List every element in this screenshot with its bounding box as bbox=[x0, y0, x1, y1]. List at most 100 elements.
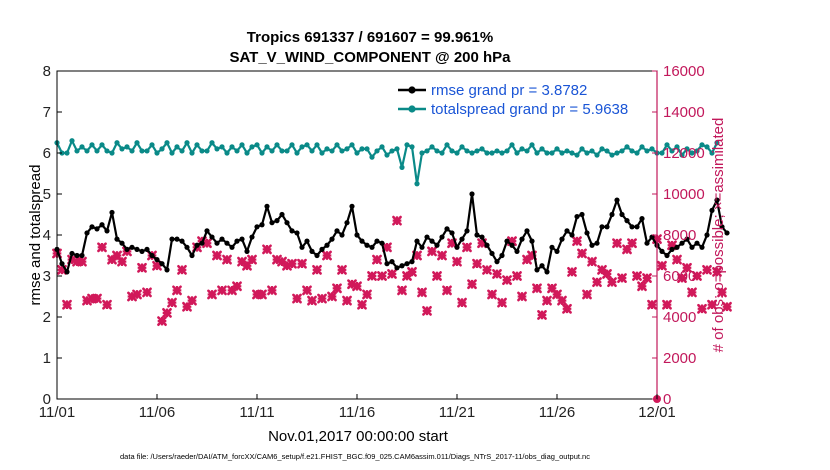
rmse-series-point bbox=[169, 236, 175, 242]
obs-count-marker bbox=[602, 269, 612, 279]
totalspread-series-point bbox=[594, 152, 600, 158]
rmse-series-point bbox=[264, 203, 270, 209]
totalspread-series-point bbox=[174, 144, 180, 150]
rmse-series-point bbox=[604, 224, 610, 230]
obs-count-marker bbox=[117, 256, 127, 267]
legend-totalspread-label: totalspread grand pr = 5.9638 bbox=[431, 101, 628, 118]
rmse-series-point bbox=[139, 248, 145, 254]
totalspread-series-point bbox=[629, 148, 635, 154]
rmse-series-point bbox=[194, 242, 200, 248]
obs-count-marker bbox=[77, 256, 87, 267]
totalspread-series-point bbox=[114, 140, 120, 146]
totalspread-series-point bbox=[209, 140, 215, 146]
totalspread-series-point bbox=[249, 144, 255, 150]
totalspread-series-point bbox=[554, 146, 560, 152]
totalspread-series-point bbox=[324, 146, 330, 152]
rmse-series-point bbox=[474, 232, 480, 238]
totalspread-series-point bbox=[569, 150, 575, 156]
totalspread-series-point bbox=[684, 146, 690, 152]
totalspread-series-point bbox=[679, 152, 685, 158]
x-tick-label: 11/11 bbox=[239, 404, 274, 421]
x-tick-label: 11/21 bbox=[439, 404, 475, 421]
rmse-series-point bbox=[514, 248, 520, 254]
legend-rmse-marker bbox=[408, 86, 416, 94]
legend-rmse-label: rmse grand pr = 3.8782 bbox=[431, 82, 587, 99]
rmse-series-point bbox=[674, 244, 680, 250]
totalspread-series-point bbox=[164, 140, 170, 146]
rmse-series bbox=[54, 191, 730, 275]
totalspread-series-point bbox=[364, 146, 370, 152]
obs-count-marker bbox=[292, 293, 302, 304]
totalspread-series-point bbox=[669, 148, 675, 154]
rmse-series-point bbox=[669, 246, 675, 252]
totalspread-series-point bbox=[69, 138, 75, 144]
obs-count-marker bbox=[137, 262, 147, 273]
totalspread-series-point bbox=[289, 142, 295, 148]
obs-count-marker bbox=[357, 299, 367, 310]
obs-count-marker bbox=[302, 285, 312, 296]
y-left-tick-label: 2 bbox=[43, 309, 51, 326]
obs-count-marker bbox=[397, 285, 407, 296]
obs-count-marker bbox=[422, 305, 432, 316]
obs-count-marker bbox=[437, 250, 447, 261]
totalspread-series-point bbox=[359, 146, 365, 152]
rmse-series-point bbox=[204, 228, 210, 234]
obs-count-marker bbox=[612, 238, 622, 249]
rmse-series-point bbox=[624, 218, 630, 224]
rmse-series-point bbox=[384, 261, 390, 267]
rmse-series-point bbox=[344, 220, 350, 226]
obs-count-marker bbox=[322, 250, 332, 261]
rmse-series-point bbox=[439, 234, 445, 240]
totalspread-series-point bbox=[79, 144, 85, 150]
obs-count-marker bbox=[222, 254, 232, 265]
obs-count-marker bbox=[537, 310, 547, 320]
totalspread-series-point bbox=[509, 142, 515, 148]
totalspread-series-point bbox=[214, 146, 220, 152]
totalspread-series-point bbox=[549, 150, 555, 156]
rmse-series-point bbox=[359, 238, 365, 244]
obs-count-marker bbox=[187, 295, 197, 306]
totalspread-series-point bbox=[624, 144, 630, 150]
totalspread-series-point bbox=[229, 144, 235, 150]
totalspread-series-point bbox=[369, 154, 375, 160]
rmse-series-point bbox=[274, 218, 280, 224]
totalspread-series-point bbox=[439, 150, 445, 156]
rmse-series-point bbox=[269, 220, 275, 226]
obs-count-marker bbox=[682, 262, 692, 273]
obs-count-marker bbox=[452, 256, 462, 267]
totalspread-series-point bbox=[409, 144, 415, 150]
y-right-tick-label: 16000 bbox=[663, 63, 705, 80]
obs-count-marker bbox=[697, 303, 707, 314]
rmse-series-point bbox=[199, 240, 205, 246]
totalspread-series-point bbox=[269, 148, 275, 154]
rmse-series-point bbox=[224, 240, 230, 246]
rmse-series-point bbox=[504, 238, 510, 244]
obs-count-marker bbox=[372, 254, 382, 265]
rmse-series-point bbox=[144, 246, 150, 252]
obs-count-marker bbox=[362, 289, 372, 300]
rmse-series-point bbox=[334, 228, 340, 234]
rmse-series-point bbox=[409, 259, 415, 265]
totalspread-series-point bbox=[89, 142, 95, 148]
rmse-series-point bbox=[304, 238, 310, 244]
totalspread-series-point bbox=[254, 142, 260, 148]
totalspread-series-point bbox=[134, 140, 140, 146]
x-tick-label: 12/01 bbox=[638, 404, 676, 421]
rmse-series-point bbox=[374, 238, 380, 244]
obs-count-marker bbox=[487, 289, 497, 300]
rmse-series-point bbox=[704, 232, 710, 238]
rmse-series-point bbox=[584, 230, 590, 236]
obs-count-marker bbox=[627, 238, 637, 249]
totalspread-series-point bbox=[259, 150, 265, 156]
rmse-series-point bbox=[229, 244, 235, 250]
totalspread-series-point bbox=[84, 148, 90, 154]
totalspread-series-point bbox=[489, 150, 495, 156]
totalspread-series-point bbox=[579, 146, 585, 152]
rmse-series-point bbox=[494, 259, 500, 265]
rmse-series-point bbox=[289, 228, 295, 234]
obs-count-marker bbox=[657, 260, 667, 271]
legend-totalspread-marker bbox=[408, 105, 416, 113]
rmse-series-point bbox=[594, 240, 600, 246]
rmse-series-point bbox=[364, 242, 370, 248]
obs-count-marker bbox=[592, 277, 602, 288]
